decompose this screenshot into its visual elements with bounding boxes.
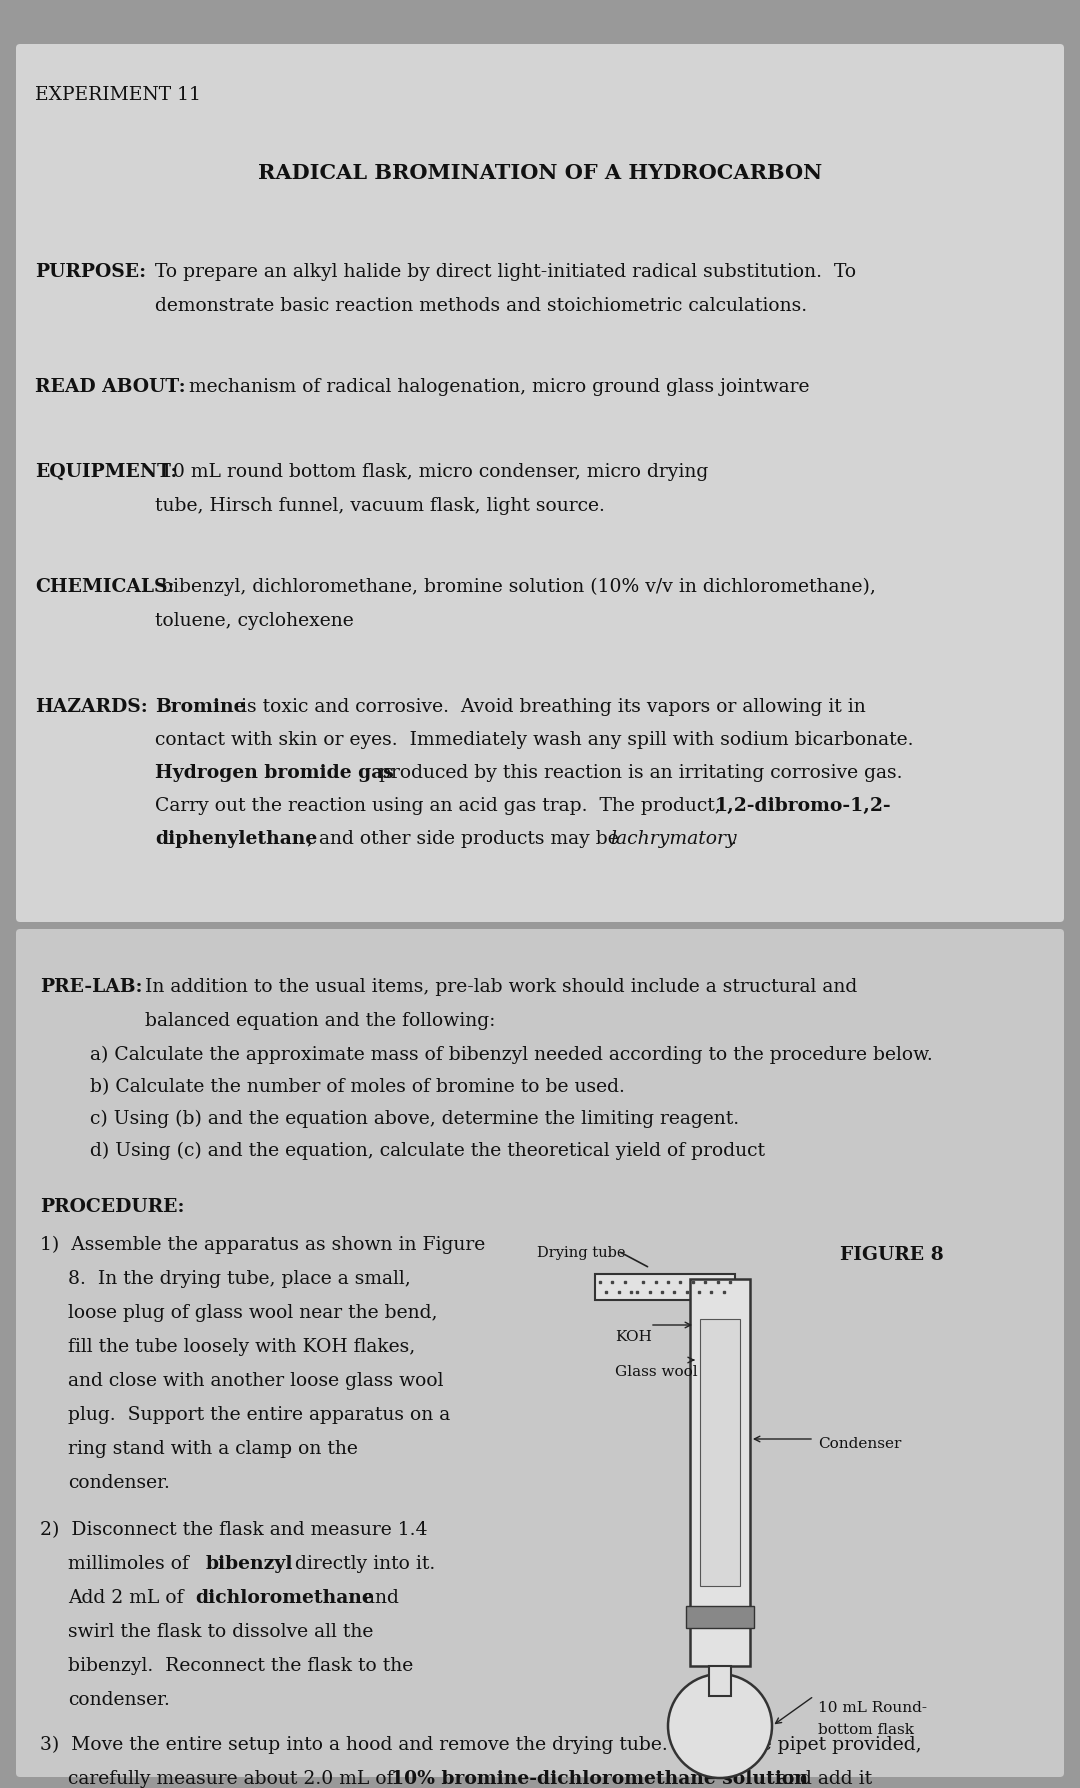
Bar bbox=[690, 1278, 750, 1666]
Text: fill the tube loosely with KOH flakes,: fill the tube loosely with KOH flakes, bbox=[68, 1337, 415, 1355]
Text: EXPERIMENT 11: EXPERIMENT 11 bbox=[35, 86, 201, 104]
Text: PURPOSE:: PURPOSE: bbox=[35, 263, 146, 281]
Text: toluene, cyclohexene: toluene, cyclohexene bbox=[156, 611, 354, 629]
Text: diphenylethane: diphenylethane bbox=[156, 830, 318, 848]
Text: millimoles of: millimoles of bbox=[68, 1556, 194, 1573]
FancyBboxPatch shape bbox=[16, 45, 1064, 923]
Text: a) Calculate the approximate mass of bibenzyl needed according to the procedure : a) Calculate the approximate mass of bib… bbox=[90, 1046, 933, 1064]
Text: 2)  Disconnect the flask and measure 1.4: 2) Disconnect the flask and measure 1.4 bbox=[40, 1522, 428, 1539]
Text: PRE-LAB:: PRE-LAB: bbox=[40, 978, 143, 996]
Text: To prepare an alkyl halide by direct light-initiated radical substitution.  To: To prepare an alkyl halide by direct lig… bbox=[156, 263, 856, 281]
Text: dichloromethane: dichloromethane bbox=[195, 1590, 374, 1607]
Bar bbox=[708, 1666, 731, 1697]
Text: bibenzyl.  Reconnect the flask to the: bibenzyl. Reconnect the flask to the bbox=[68, 1657, 414, 1675]
Text: Glass wool: Glass wool bbox=[615, 1364, 698, 1379]
Text: Drying tube: Drying tube bbox=[537, 1246, 625, 1261]
FancyBboxPatch shape bbox=[16, 930, 1064, 1777]
Text: demonstrate basic reaction methods and stoichiometric calculations.: demonstrate basic reaction methods and s… bbox=[156, 297, 807, 315]
Text: READ ABOUT:: READ ABOUT: bbox=[35, 377, 186, 395]
Text: directly into it.: directly into it. bbox=[289, 1556, 435, 1573]
Text: FIGURE 8: FIGURE 8 bbox=[840, 1246, 944, 1264]
Text: loose plug of glass wool near the bend,: loose plug of glass wool near the bend, bbox=[68, 1303, 437, 1321]
Text: c) Using (b) and the equation above, determine the limiting reagent.: c) Using (b) and the equation above, det… bbox=[90, 1110, 739, 1128]
Text: mechanism of radical halogenation, micro ground glass jointware: mechanism of radical halogenation, micro… bbox=[183, 377, 810, 395]
Text: is toxic and corrosive.  Avoid breathing its vapors or allowing it in: is toxic and corrosive. Avoid breathing … bbox=[235, 697, 866, 715]
Text: carefully measure about 2.0 mL of: carefully measure about 2.0 mL of bbox=[68, 1770, 400, 1788]
Text: PROCEDURE:: PROCEDURE: bbox=[40, 1198, 185, 1216]
Text: Bromine: Bromine bbox=[156, 697, 245, 715]
Text: lachrymatory: lachrymatory bbox=[610, 830, 737, 848]
Text: KOH: KOH bbox=[615, 1330, 652, 1345]
Text: , and other side products may be: , and other side products may be bbox=[307, 830, 624, 848]
Text: 10 mL round bottom flask, micro condenser, micro drying: 10 mL round bottom flask, micro condense… bbox=[156, 463, 708, 481]
Text: ring stand with a clamp on the: ring stand with a clamp on the bbox=[68, 1439, 357, 1457]
Text: plug.  Support the entire apparatus on a: plug. Support the entire apparatus on a bbox=[68, 1405, 450, 1423]
Text: CHEMICALS:: CHEMICALS: bbox=[35, 578, 175, 595]
Text: and: and bbox=[357, 1590, 399, 1607]
Text: Hydrogen bromide gas: Hydrogen bromide gas bbox=[156, 763, 394, 781]
Bar bbox=[700, 1320, 740, 1586]
Text: b) Calculate the number of moles of bromine to be used.: b) Calculate the number of moles of brom… bbox=[90, 1078, 625, 1096]
Text: Add 2 mL of: Add 2 mL of bbox=[68, 1590, 189, 1607]
Text: 10 mL Round-: 10 mL Round- bbox=[818, 1700, 927, 1715]
Text: 1,2-dibromo-1,2-: 1,2-dibromo-1,2- bbox=[715, 797, 892, 815]
Text: swirl the flask to dissolve all the: swirl the flask to dissolve all the bbox=[68, 1624, 374, 1641]
Text: bibenzyl, dichloromethane, bromine solution (10% v/v in dichloromethane),: bibenzyl, dichloromethane, bromine solut… bbox=[156, 578, 876, 595]
Text: .: . bbox=[730, 830, 735, 848]
Text: bibenzyl: bibenzyl bbox=[206, 1556, 294, 1573]
Text: and close with another loose glass wool: and close with another loose glass wool bbox=[68, 1371, 444, 1389]
Text: RADICAL BROMINATION OF A HYDROCARBON: RADICAL BROMINATION OF A HYDROCARBON bbox=[258, 163, 822, 182]
Bar bbox=[595, 1275, 735, 1300]
Text: bottom flask: bottom flask bbox=[818, 1724, 914, 1736]
Text: balanced equation and the following:: balanced equation and the following: bbox=[145, 1012, 496, 1030]
Text: 10% bromine-dichloromethane solution: 10% bromine-dichloromethane solution bbox=[391, 1770, 808, 1788]
Bar bbox=[686, 1606, 754, 1629]
Text: produced by this reaction is an irritating corrosive gas.: produced by this reaction is an irritati… bbox=[373, 763, 903, 781]
Text: tube, Hirsch funnel, vacuum flask, light source.: tube, Hirsch funnel, vacuum flask, light… bbox=[156, 497, 605, 515]
Text: HAZARDS:: HAZARDS: bbox=[35, 697, 148, 715]
Text: contact with skin or eyes.  Immediately wash any spill with sodium bicarbonate.: contact with skin or eyes. Immediately w… bbox=[156, 731, 914, 749]
Text: d) Using (c) and the equation, calculate the theoretical yield of product: d) Using (c) and the equation, calculate… bbox=[90, 1143, 765, 1160]
Text: 1)  Assemble the apparatus as shown in Figure: 1) Assemble the apparatus as shown in Fi… bbox=[40, 1236, 485, 1253]
Text: 3)  Move the entire setup into a hood and remove the drying tube.  Using the pip: 3) Move the entire setup into a hood and… bbox=[40, 1736, 921, 1754]
Text: Carry out the reaction using an acid gas trap.  The product,: Carry out the reaction using an acid gas… bbox=[156, 797, 727, 815]
Text: and add it: and add it bbox=[771, 1770, 873, 1788]
Text: condenser.: condenser. bbox=[68, 1473, 170, 1491]
Text: EQUIPMENT:: EQUIPMENT: bbox=[35, 463, 177, 481]
Circle shape bbox=[669, 1674, 772, 1777]
Text: Condenser: Condenser bbox=[818, 1438, 902, 1452]
Text: In addition to the usual items, pre-lab work should include a structural and: In addition to the usual items, pre-lab … bbox=[145, 978, 858, 996]
Text: condenser.: condenser. bbox=[68, 1691, 170, 1709]
Text: 8.  In the drying tube, place a small,: 8. In the drying tube, place a small, bbox=[68, 1269, 410, 1287]
